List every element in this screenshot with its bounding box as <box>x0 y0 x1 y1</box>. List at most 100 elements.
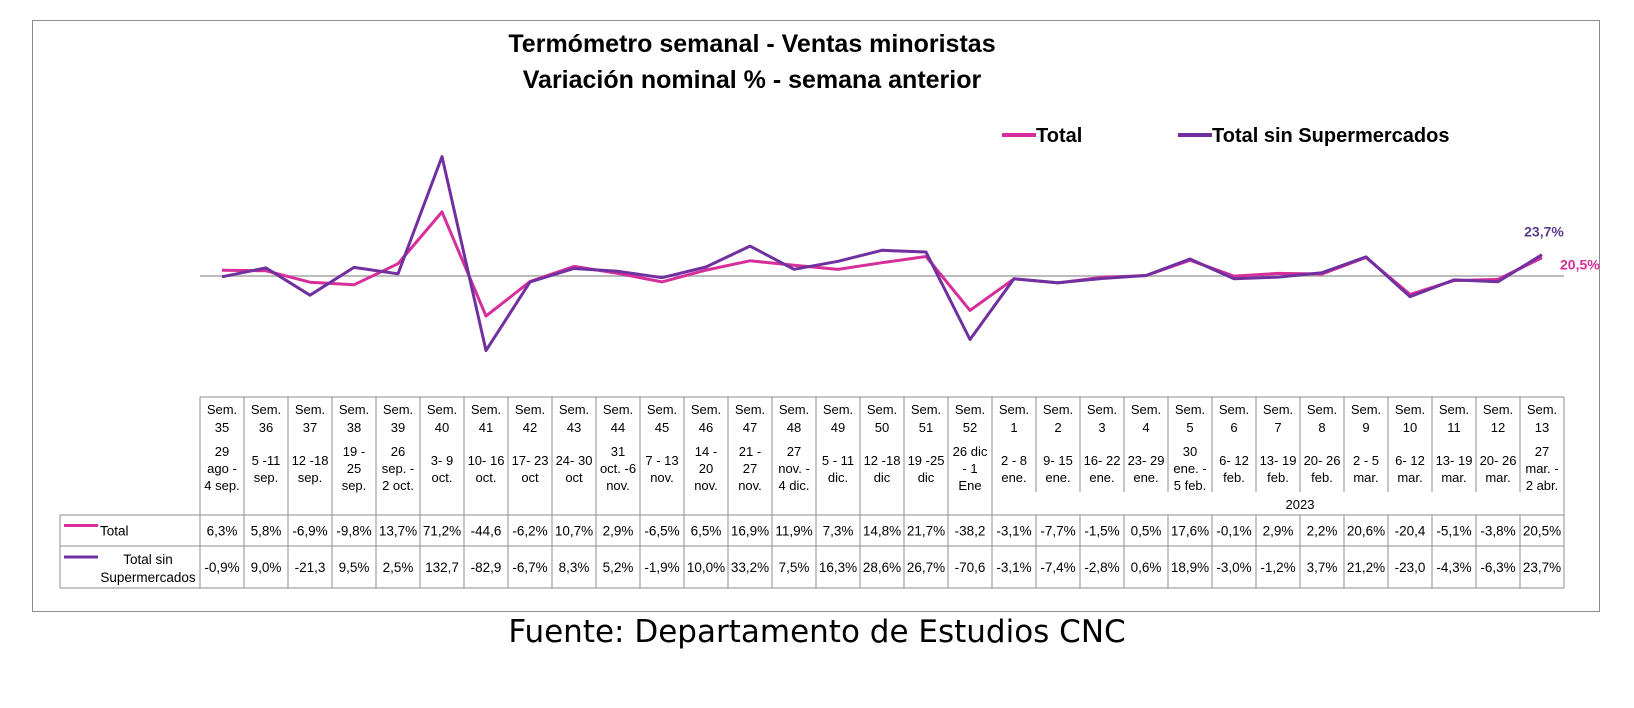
data-label: -5,1% <box>1436 524 1471 539</box>
date-label: 12 -18 <box>292 453 329 468</box>
week-label: Sem. <box>911 402 941 417</box>
date-label: mar. - <box>1525 461 1558 476</box>
week-number: 4 <box>1142 420 1149 435</box>
data-label: 71,2% <box>423 524 461 539</box>
data-label: -6,5% <box>644 524 679 539</box>
week-number: 41 <box>479 420 493 435</box>
date-label: oct <box>521 470 539 485</box>
data-label: -3,0% <box>1216 560 1251 575</box>
data-label: 6,5% <box>691 524 722 539</box>
data-label: 13,7% <box>379 524 417 539</box>
date-label: 26 dic <box>953 444 988 459</box>
date-label: 4 dic. <box>778 478 809 493</box>
data-label: 2,9% <box>603 524 634 539</box>
week-label: Sem. <box>515 402 545 417</box>
date-label: nov. <box>650 470 674 485</box>
data-label: 10,0% <box>687 560 725 575</box>
date-label: dic <box>874 470 891 485</box>
week-label: Sem. <box>1483 402 1513 417</box>
week-label: Sem. <box>1307 402 1337 417</box>
date-label: 27 <box>743 461 757 476</box>
date-label: 5 feb. <box>1174 478 1207 493</box>
week-number: 51 <box>919 420 933 435</box>
date-label: sep. <box>298 470 323 485</box>
data-label: -1,9% <box>644 560 679 575</box>
data-label: 0,5% <box>1131 524 1162 539</box>
data-label: 7,5% <box>779 560 810 575</box>
date-label: Ene <box>958 478 981 493</box>
data-label: -4,3% <box>1436 560 1471 575</box>
data-label: 7,3% <box>823 524 854 539</box>
week-number: 43 <box>567 420 581 435</box>
week-label: Sem. <box>999 402 1029 417</box>
date-label: nov. <box>694 478 718 493</box>
legend-label-2: Total sin Supermercados <box>1212 125 1449 147</box>
week-number: 49 <box>831 420 845 435</box>
week-label: Sem. <box>295 402 325 417</box>
date-label: 23- 29 <box>1128 453 1165 468</box>
data-label: -82,9 <box>471 560 502 575</box>
data-label: 2,9% <box>1263 524 1294 539</box>
date-label: 21 - <box>739 444 761 459</box>
date-label: 13- 19 <box>1436 453 1473 468</box>
week-number: 6 <box>1230 420 1237 435</box>
date-label: 2 oct. <box>382 478 414 493</box>
data-label: 14,8% <box>863 524 901 539</box>
date-label: mar. <box>1485 470 1510 485</box>
date-label: 16- 22 <box>1084 453 1121 468</box>
plot-area: 20,5% 23,7% <box>200 155 1600 353</box>
date-label: dic. <box>828 470 848 485</box>
data-label: 21,2% <box>1347 560 1385 575</box>
week-number: 47 <box>743 420 757 435</box>
date-label: 2 abr. <box>1526 478 1559 493</box>
data-label: 2,5% <box>383 560 414 575</box>
date-label: 6- 12 <box>1395 453 1425 468</box>
date-label: 24- 30 <box>556 453 593 468</box>
date-label: ene. <box>1133 470 1158 485</box>
data-label: 8,3% <box>559 560 590 575</box>
week-label: Sem. <box>559 402 589 417</box>
data-label: -7,4% <box>1040 560 1075 575</box>
week-number: 46 <box>699 420 713 435</box>
week-label: Sem. <box>383 402 413 417</box>
week-label: Sem. <box>823 402 853 417</box>
data-label: -0,9% <box>204 560 239 575</box>
date-label: sep. - <box>382 461 415 476</box>
week-number: 9 <box>1362 420 1369 435</box>
date-label: 2 - 5 <box>1353 453 1379 468</box>
data-label: -2,8% <box>1084 560 1119 575</box>
date-label: 26 <box>391 444 405 459</box>
week-number: 42 <box>523 420 537 435</box>
row-label-2-line-2: Supermercados <box>100 570 196 585</box>
row-label-2: Total sin <box>123 552 173 567</box>
data-label: -3,8% <box>1480 524 1515 539</box>
date-label: 5 -11 <box>252 453 281 468</box>
date-label: ene. - <box>1173 461 1206 476</box>
data-label: 132,7 <box>425 560 459 575</box>
date-label: 14 - <box>695 444 717 459</box>
data-label: -7,7% <box>1040 524 1075 539</box>
data-label: 17,6% <box>1171 524 1209 539</box>
week-number: 5 <box>1186 420 1193 435</box>
week-label: Sem. <box>1395 402 1425 417</box>
week-number: 38 <box>347 420 361 435</box>
data-label: 2,2% <box>1307 524 1338 539</box>
week-label: Sem. <box>427 402 457 417</box>
week-label: Sem. <box>339 402 369 417</box>
series-line-2 <box>221 155 1543 353</box>
date-label: feb. <box>1267 470 1289 485</box>
week-number: 11 <box>1447 420 1461 435</box>
week-label: Sem. <box>1219 402 1249 417</box>
source-note: Fuente: Departamento de Estudios CNC <box>508 614 1126 650</box>
chart-title-line-1: Termómetro semanal - Ventas minoristas <box>508 30 995 58</box>
data-label: 21,7% <box>907 524 945 539</box>
week-label: Sem. <box>735 402 765 417</box>
date-label: 20- 26 <box>1480 453 1517 468</box>
week-label: Sem. <box>603 402 633 417</box>
chart-frame <box>32 20 1600 612</box>
date-label: oct <box>565 470 583 485</box>
week-number: 8 <box>1318 420 1325 435</box>
data-label: 9,0% <box>251 560 282 575</box>
date-label: 3- 9 <box>431 453 453 468</box>
week-label: Sem. <box>779 402 809 417</box>
